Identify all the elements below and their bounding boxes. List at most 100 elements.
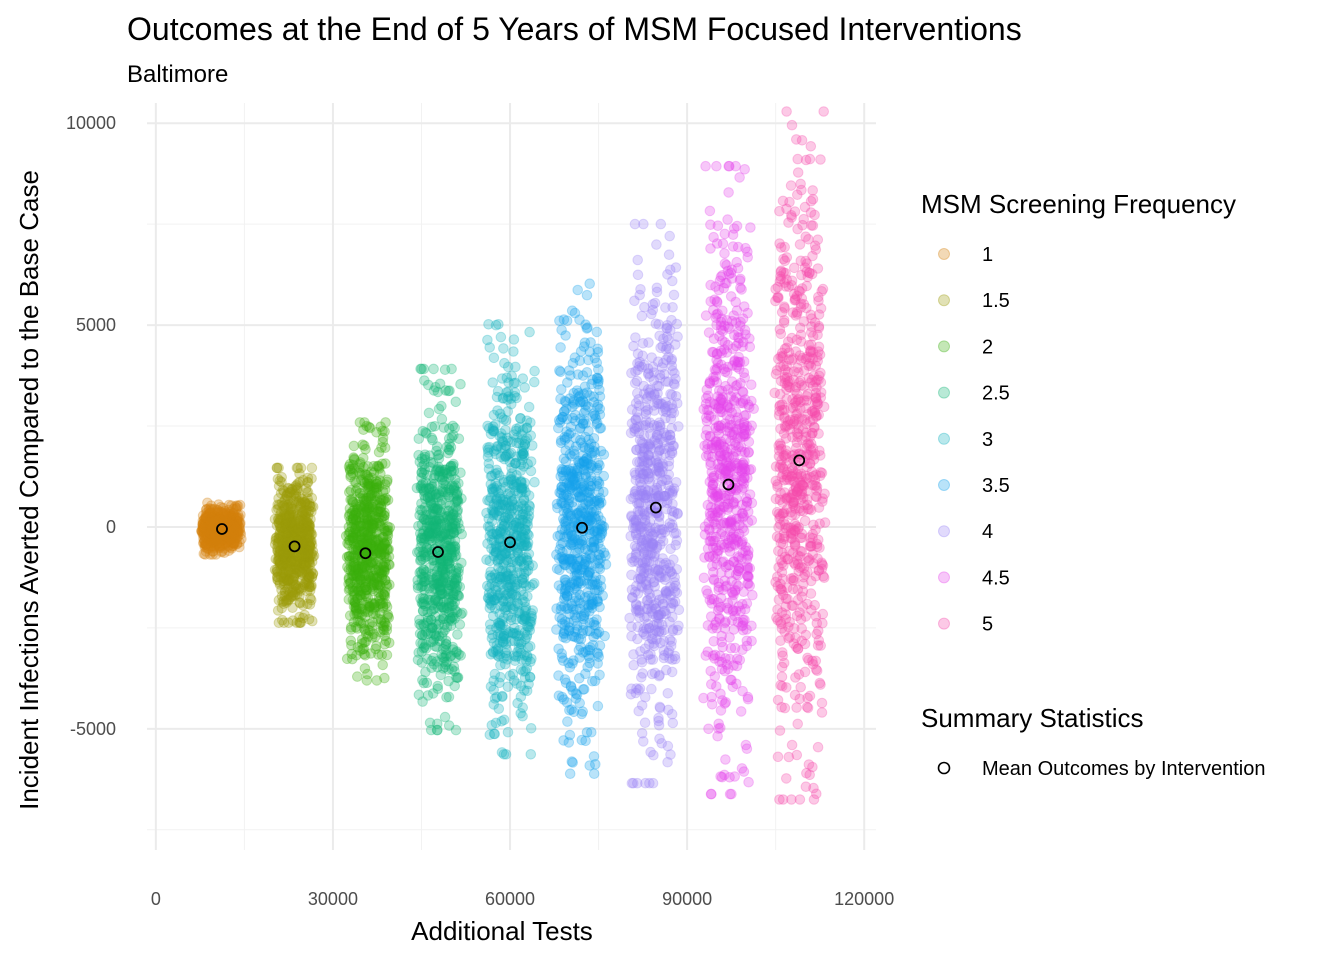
data-point <box>208 536 220 548</box>
data-point <box>560 330 571 341</box>
data-point <box>522 621 533 632</box>
data-point <box>448 661 460 673</box>
data-point <box>207 546 219 557</box>
data-point <box>359 440 370 452</box>
data-point <box>231 518 242 530</box>
data-point <box>482 334 493 346</box>
data-point <box>352 593 363 604</box>
data-point <box>294 468 305 479</box>
data-point <box>562 591 573 602</box>
data-point <box>432 683 444 695</box>
data-point <box>439 711 451 723</box>
data-point <box>629 377 641 389</box>
data-point <box>569 307 581 319</box>
data-point <box>515 413 526 424</box>
data-point <box>429 595 441 606</box>
data-point <box>413 647 425 658</box>
data-point <box>207 508 219 520</box>
data-point <box>215 501 227 513</box>
data-point <box>521 655 532 667</box>
data-point <box>495 484 507 496</box>
data-point <box>304 585 316 596</box>
data-point <box>745 222 756 233</box>
data-point <box>199 540 211 551</box>
data-point <box>201 533 213 545</box>
data-point <box>636 310 648 322</box>
data-point <box>657 357 669 369</box>
data-point <box>644 472 655 483</box>
data-point <box>668 598 679 610</box>
data-point <box>224 514 235 525</box>
data-point <box>651 429 663 441</box>
data-point <box>231 539 243 550</box>
data-point <box>665 749 676 760</box>
data-point <box>518 666 529 677</box>
data-point <box>212 511 224 523</box>
data-point <box>667 654 678 665</box>
data-point <box>442 603 454 614</box>
data-point <box>575 538 586 550</box>
data-point <box>206 534 217 546</box>
data-point <box>595 553 607 564</box>
data-point <box>450 396 462 408</box>
data-point <box>201 507 212 519</box>
data-point <box>223 545 235 557</box>
data-point <box>226 510 237 522</box>
data-point <box>423 379 434 391</box>
data-point <box>223 499 235 511</box>
data-point <box>705 279 716 291</box>
data-point <box>212 536 224 547</box>
data-point <box>584 652 595 664</box>
data-point <box>226 511 238 522</box>
data-point <box>232 519 244 531</box>
data-point <box>639 643 651 655</box>
data-point <box>426 662 437 674</box>
data-point <box>202 543 213 554</box>
data-point <box>277 614 288 626</box>
data-point <box>420 639 432 650</box>
data-point <box>595 519 606 531</box>
data-point <box>556 648 568 659</box>
data-point <box>662 323 673 334</box>
data-point <box>236 533 247 545</box>
data-point <box>551 603 562 614</box>
data-point <box>591 614 602 625</box>
data-point <box>204 524 215 536</box>
data-point <box>567 757 579 768</box>
data-point <box>655 218 667 230</box>
data-point <box>498 343 509 354</box>
data-point <box>443 593 454 604</box>
data-point <box>198 537 209 548</box>
data-point <box>426 614 437 626</box>
data-point <box>379 510 390 521</box>
data-point <box>204 509 215 521</box>
data-point <box>424 487 435 499</box>
data-point <box>647 299 659 310</box>
data-point <box>210 516 222 528</box>
data-point <box>221 515 233 527</box>
data-point <box>197 529 209 541</box>
data-point <box>307 615 318 627</box>
data-point <box>228 519 240 531</box>
data-point <box>363 571 375 583</box>
data-point <box>209 539 221 550</box>
data-point <box>211 507 223 518</box>
data-point <box>487 629 498 641</box>
data-point <box>302 528 313 540</box>
data-point <box>286 556 297 568</box>
data-point <box>509 635 521 647</box>
data-point <box>232 523 243 535</box>
data-point <box>708 636 720 647</box>
data-point <box>226 527 238 539</box>
data-point <box>562 603 574 614</box>
data-point <box>203 516 215 528</box>
data-point <box>230 512 241 523</box>
data-point <box>504 585 515 597</box>
data-point <box>229 513 240 524</box>
data-point <box>226 517 237 529</box>
data-point <box>726 788 737 800</box>
data-point <box>651 282 663 294</box>
data-point <box>665 566 677 577</box>
data-point <box>452 629 463 640</box>
